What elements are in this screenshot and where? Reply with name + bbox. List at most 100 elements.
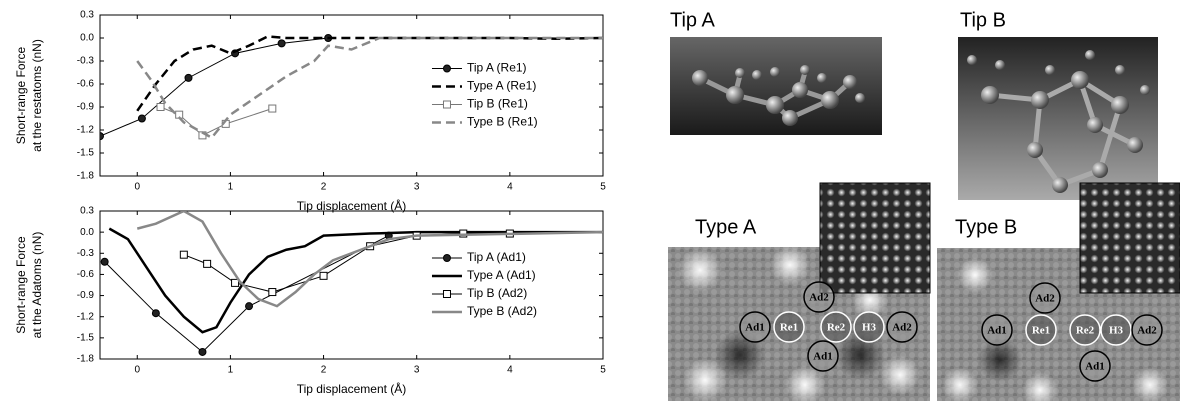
legend-label: Tip A (Re1): [467, 61, 527, 75]
atom-label: Ad1: [1085, 361, 1105, 373]
y-tick-label: 0.3: [80, 10, 94, 21]
data-point: [137, 114, 146, 123]
y-tick-label: -1.2: [77, 311, 95, 322]
y-tick-label: 0.3: [80, 206, 94, 217]
atom-marker: [773, 311, 805, 343]
atom-label: Ad1: [745, 322, 765, 334]
panel-title: Tip A: [670, 9, 715, 31]
series: [100, 231, 393, 356]
plot-frame: [99, 14, 604, 177]
data-point: [156, 103, 165, 111]
x-tick-label: 3: [414, 182, 420, 193]
panel-title: Type A: [695, 216, 757, 238]
atom-label: H3: [1109, 325, 1124, 337]
data-point: [277, 39, 286, 48]
x-tick-label: 5: [600, 365, 606, 376]
x-axis-label: Tip displacement (Å): [297, 381, 407, 396]
atom-marker: [1100, 314, 1132, 346]
series: [136, 35, 603, 112]
series-line: [136, 36, 603, 140]
series: [100, 34, 333, 141]
legend-marker: [442, 290, 451, 298]
x-tick-label: 2: [321, 182, 327, 193]
atom-label: Ad2: [1137, 325, 1157, 337]
legend-label: Type B (Re1): [467, 115, 538, 129]
atom-label: Ad1: [813, 351, 833, 363]
type-a-image: [668, 182, 931, 405]
y-tick-label: -0.9: [77, 290, 95, 301]
x-tick-label: 4: [507, 182, 513, 193]
legend-label: Tip B (Re1): [467, 97, 528, 111]
x-tick-label: 1: [228, 365, 234, 376]
y-tick-label: -0.9: [77, 102, 95, 113]
series-line: [136, 35, 603, 112]
atom-marker: [886, 311, 918, 343]
series-line: [104, 235, 389, 353]
atom-marker: [853, 311, 885, 343]
y-tick-label: -1.2: [77, 125, 95, 136]
atom-label: Re2: [1076, 325, 1095, 337]
panel-title: Type B: [955, 216, 1017, 238]
legend-label: Tip B (Ad2): [467, 286, 527, 300]
y-axis-label: Short-range Force: [14, 46, 28, 144]
legend-marker: [442, 100, 451, 109]
data-point: [268, 288, 277, 297]
data-point: [268, 104, 277, 113]
atom-label: H3: [862, 322, 877, 334]
type-b-image: [937, 182, 1180, 406]
y-axis-label: at the restatoms (nN): [30, 39, 44, 152]
data-point: [319, 271, 328, 280]
y-tick-label: -0.3: [77, 56, 95, 67]
atom-label: Re1: [1032, 325, 1050, 337]
x-tick-label: 4: [507, 365, 513, 376]
legend-marker: [442, 254, 451, 262]
series-line: [136, 211, 603, 308]
y-tick-label: -1.5: [77, 148, 95, 159]
series: [108, 227, 603, 334]
atom-marker: [1131, 314, 1163, 346]
series: [136, 36, 603, 140]
atom-marker: [1025, 314, 1057, 346]
data-point: [100, 132, 104, 141]
y-tick-label: 0.0: [80, 227, 94, 238]
y-axis-label: Short-range Force: [14, 236, 28, 334]
atom-marker: [981, 314, 1013, 346]
data-point: [179, 250, 188, 259]
y-tick-label: -1.8: [77, 354, 95, 365]
x-tick-label: 5: [600, 182, 606, 193]
data-point: [245, 302, 254, 311]
tip-b-image: [958, 37, 1158, 200]
legend-label: Type A (Ad1): [467, 268, 536, 282]
y-tick-label: -1.5: [77, 332, 95, 343]
atom-label: Ad2: [1035, 293, 1055, 305]
y-axis-label: at the Adatoms (nN): [30, 232, 44, 339]
legend-label: Tip A (Ad1): [467, 250, 526, 264]
series: [156, 103, 277, 140]
atom-marker: [739, 311, 771, 343]
x-tick-label: 3: [414, 365, 420, 376]
atom-label: Ad2: [809, 292, 829, 304]
series-line: [108, 227, 603, 334]
series-line: [100, 37, 329, 137]
series: [179, 229, 514, 297]
atom-marker: [807, 340, 839, 372]
atom-marker: [1079, 350, 1111, 382]
tip-a-image: [670, 37, 882, 135]
atom-label: Ad1: [987, 325, 1007, 337]
panel-title: Tip B: [960, 9, 1006, 31]
x-tick-label: 0: [134, 365, 140, 376]
atom-labels: Ad2 Ad1 Re1 Re2 H3 Ad2 Ad1 Ad2 Ad1 Re1 Re2 H3 Ad2 Ad1: [739, 281, 1163, 382]
series: [136, 211, 603, 308]
atom-label: Ad2: [892, 322, 912, 334]
y-tick-label: 0.0: [80, 33, 94, 44]
x-tick-label: 1: [228, 182, 234, 193]
legend-label: Type A (Re1): [467, 79, 536, 93]
legend-marker: [442, 64, 451, 73]
data-point: [151, 309, 160, 318]
x-tick-label: 0: [134, 182, 140, 193]
atom-marker: [1029, 282, 1061, 314]
y-tick-label: -0.6: [77, 79, 95, 90]
plot-frame: [99, 210, 604, 360]
atom-marker: [1069, 314, 1101, 346]
legend-label: Type B (Ad2): [467, 304, 537, 318]
